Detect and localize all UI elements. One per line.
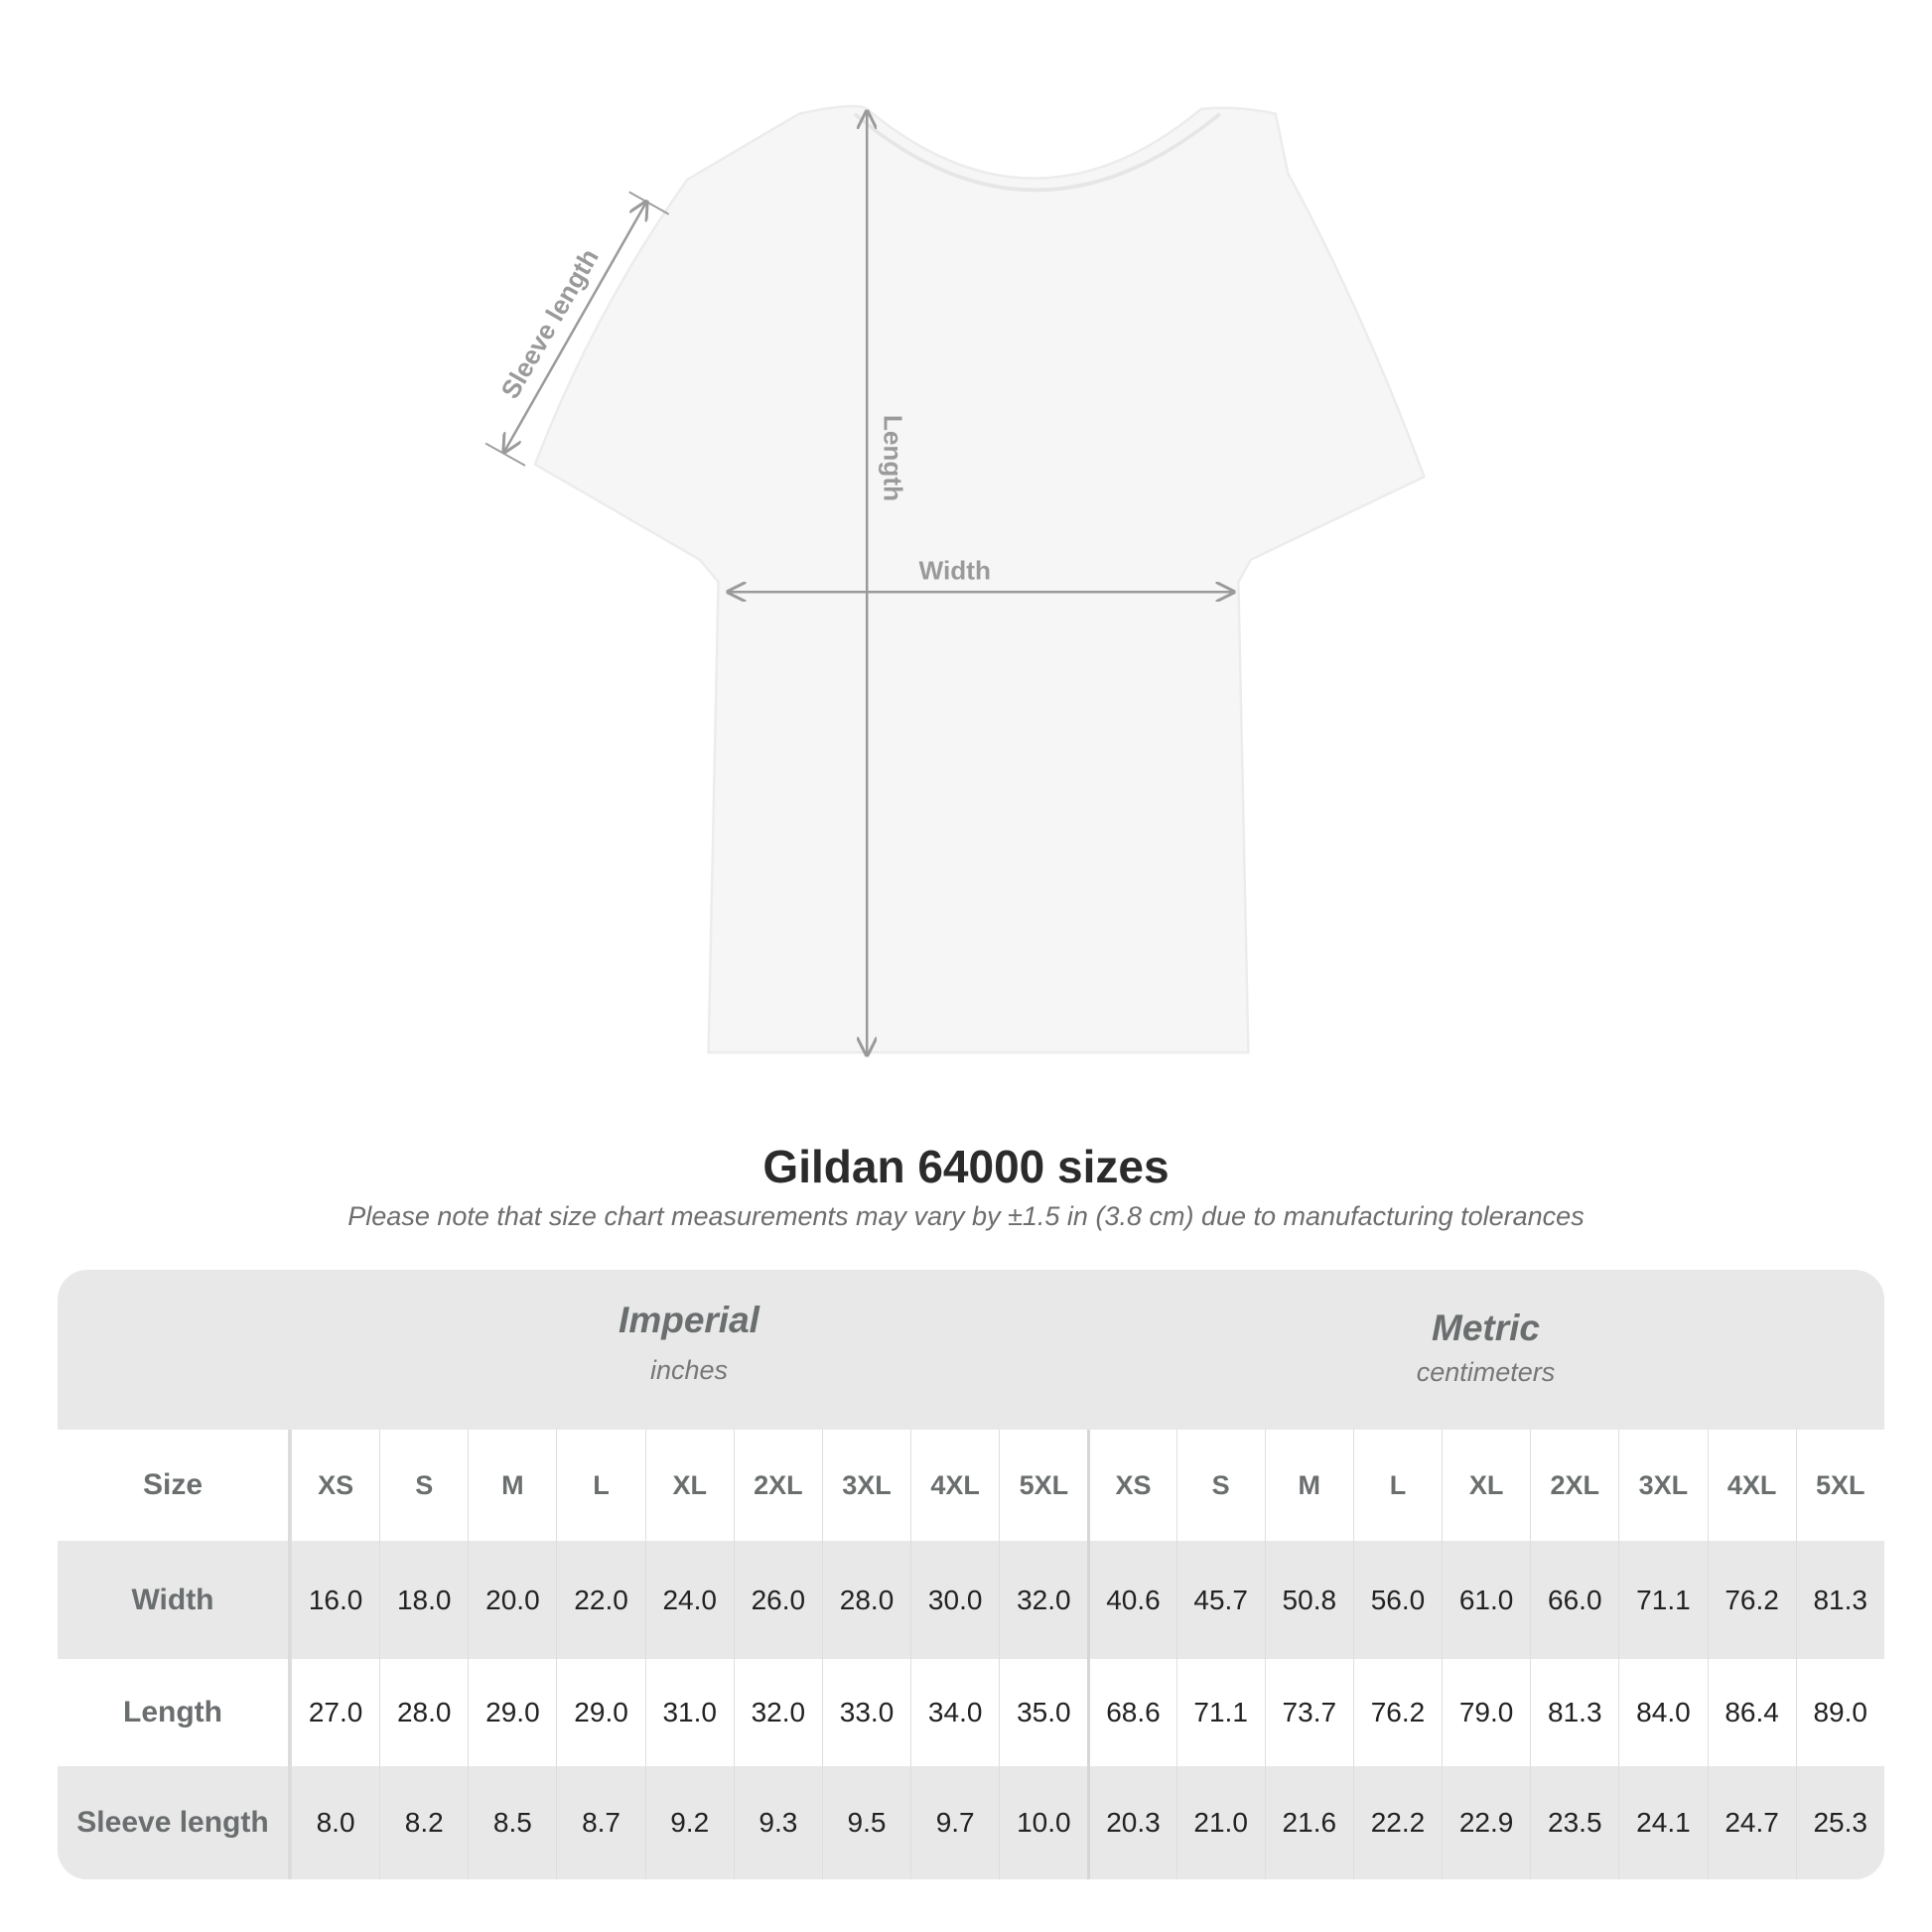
size-header-2xl: 2XL bbox=[1530, 1430, 1618, 1541]
table-cell: 71.1 bbox=[1175, 1659, 1265, 1766]
table-cell: 9.2 bbox=[644, 1766, 734, 1879]
table-cell: 22.9 bbox=[1442, 1766, 1530, 1879]
table-cell: 25.3 bbox=[1795, 1766, 1884, 1879]
size-header-s: S bbox=[1175, 1430, 1265, 1541]
table-row: Length 27.0 28.0 29.0 29.0 31.0 32.0 33.0 34.0 35… bbox=[58, 1659, 1884, 1766]
table-cell: 24.7 bbox=[1707, 1766, 1796, 1879]
size-row: Size XS S M L XL 2XL 3XL 4XL 5XL XS S M L XL 2XL 3XL 4XL… bbox=[58, 1430, 1884, 1541]
size-header-3xl: 3XL bbox=[1618, 1430, 1707, 1541]
size-label: Size bbox=[58, 1430, 291, 1541]
table-cell: 26.0 bbox=[733, 1541, 822, 1659]
size-header-s: S bbox=[379, 1430, 468, 1541]
table-cell: 10.0 bbox=[999, 1766, 1087, 1879]
table-cell: 28.0 bbox=[821, 1541, 910, 1659]
table-cell: 33.0 bbox=[821, 1659, 910, 1766]
table-cell: 76.2 bbox=[1707, 1541, 1796, 1659]
table-cell: 32.0 bbox=[733, 1659, 822, 1766]
metric-label: Metric bbox=[1432, 1308, 1540, 1348]
table-cell: 8.7 bbox=[556, 1766, 644, 1879]
metric-unit: centimeters bbox=[1416, 1357, 1556, 1387]
size-header-m: M bbox=[1264, 1430, 1353, 1541]
table-cell: 27.0 bbox=[291, 1659, 379, 1766]
size-header-5xl: 5XL bbox=[1795, 1430, 1884, 1541]
table-cell: 45.7 bbox=[1175, 1541, 1265, 1659]
size-header-5xl: 5XL bbox=[999, 1430, 1087, 1541]
table-cell: 24.1 bbox=[1618, 1766, 1707, 1879]
table-cell: 31.0 bbox=[644, 1659, 734, 1766]
table-cell: 8.0 bbox=[291, 1766, 379, 1879]
table-row: Width 16.0 18.0 20.0 22.0 24.0 26.0 28.0 30.0 32.… bbox=[58, 1541, 1884, 1659]
table-cell: 35.0 bbox=[999, 1659, 1087, 1766]
size-header-2xl: 2XL bbox=[733, 1430, 822, 1541]
imperial-unit: inches bbox=[649, 1355, 729, 1385]
table-cell: 71.1 bbox=[1618, 1541, 1707, 1659]
size-header-xs: XS bbox=[291, 1430, 379, 1541]
row-label: Width bbox=[58, 1541, 291, 1659]
metric-header: Metric centimeters bbox=[1087, 1270, 1884, 1467]
length-label: Length bbox=[879, 415, 908, 501]
table-cell: 29.0 bbox=[468, 1659, 556, 1766]
table-cell: 29.0 bbox=[556, 1659, 644, 1766]
size-header-l: L bbox=[1352, 1430, 1442, 1541]
table-cell: 89.0 bbox=[1795, 1659, 1884, 1766]
table-cell: 21.6 bbox=[1264, 1766, 1353, 1879]
size-header-l: L bbox=[556, 1430, 644, 1541]
tshirt-diagram: Length Width Sleeve length bbox=[484, 104, 1427, 1132]
table-cell: 28.0 bbox=[379, 1659, 468, 1766]
width-label: Width bbox=[919, 556, 991, 586]
table-cell: 30.0 bbox=[910, 1541, 999, 1659]
table-cell: 18.0 bbox=[379, 1541, 468, 1659]
table-cell: 79.0 bbox=[1442, 1659, 1530, 1766]
table-cell: 9.7 bbox=[910, 1766, 999, 1879]
table-cell: 50.8 bbox=[1264, 1541, 1353, 1659]
table-cell: 32.0 bbox=[999, 1541, 1087, 1659]
row-label: Sleeve length bbox=[58, 1766, 291, 1879]
table-cell: 22.0 bbox=[556, 1541, 644, 1659]
table-cell: 24.0 bbox=[644, 1541, 734, 1659]
table-cell: 81.3 bbox=[1795, 1541, 1884, 1659]
page-title: Gildan 64000 sizes bbox=[762, 1141, 1170, 1192]
table-cell: 76.2 bbox=[1352, 1659, 1442, 1766]
row-label: Length bbox=[58, 1659, 291, 1766]
table-cell: 34.0 bbox=[910, 1659, 999, 1766]
table-row: Sleeve length 8.0 8.2 8.5 8.7 9.2 9.3 9.5 9.7 10.… bbox=[58, 1766, 1884, 1879]
table-cell: 9.3 bbox=[733, 1766, 822, 1879]
table-cell: 40.6 bbox=[1087, 1541, 1175, 1659]
table-cell: 20.3 bbox=[1087, 1766, 1175, 1879]
table-cell: 16.0 bbox=[291, 1541, 379, 1659]
sleeve-arrow bbox=[504, 202, 646, 452]
imperial-header: Imperial inches bbox=[291, 1270, 1087, 1459]
table-cell: 73.7 bbox=[1264, 1659, 1353, 1766]
table-cell: 56.0 bbox=[1352, 1541, 1442, 1659]
table-cell: 8.5 bbox=[468, 1766, 556, 1879]
table-cell: 84.0 bbox=[1618, 1659, 1707, 1766]
size-header-xs: XS bbox=[1087, 1430, 1175, 1541]
size-header-4xl: 4XL bbox=[910, 1430, 999, 1541]
size-header-4xl: 4XL bbox=[1707, 1430, 1796, 1541]
size-table: Imperial inches Metric centimeters Size … bbox=[58, 1270, 1884, 1879]
imperial-label: Imperial bbox=[619, 1300, 759, 1340]
size-header-xl: XL bbox=[1442, 1430, 1530, 1541]
size-header-3xl: 3XL bbox=[821, 1430, 910, 1541]
table-cell: 86.4 bbox=[1707, 1659, 1796, 1766]
table-cell: 22.2 bbox=[1352, 1766, 1442, 1879]
table-cell: 20.0 bbox=[468, 1541, 556, 1659]
tolerance-note: Please note that size chart measurements… bbox=[347, 1201, 1585, 1231]
size-header-m: M bbox=[468, 1430, 556, 1541]
table-cell: 61.0 bbox=[1442, 1541, 1530, 1659]
table-cell: 21.0 bbox=[1175, 1766, 1265, 1879]
table-cell: 23.5 bbox=[1530, 1766, 1618, 1879]
table-cell: 68.6 bbox=[1087, 1659, 1175, 1766]
size-header-xl: XL bbox=[644, 1430, 734, 1541]
table-cell: 8.2 bbox=[379, 1766, 468, 1879]
table-cell: 81.3 bbox=[1530, 1659, 1618, 1766]
table-cell: 9.5 bbox=[821, 1766, 910, 1879]
table-cell: 66.0 bbox=[1530, 1541, 1618, 1659]
